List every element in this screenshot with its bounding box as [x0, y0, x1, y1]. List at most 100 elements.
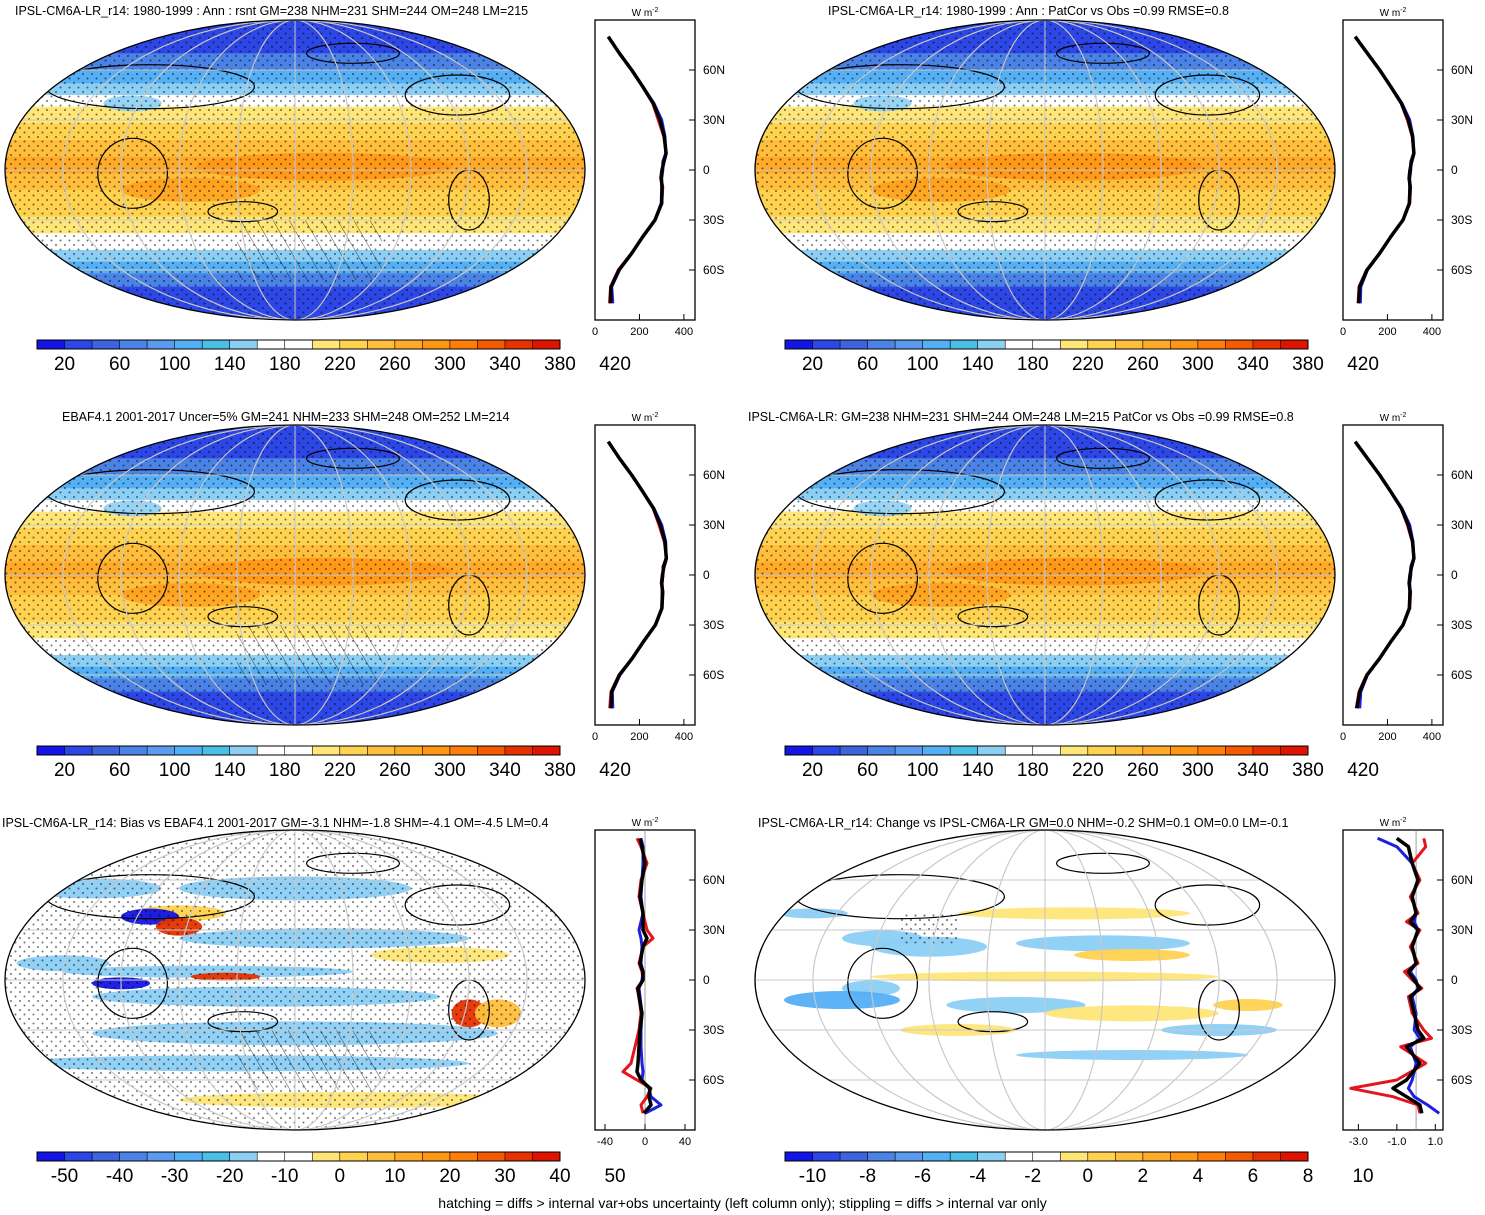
colorbar-box [367, 746, 396, 755]
colorbar-tick-label: 380 [544, 354, 576, 375]
longitude-line [120, 20, 470, 320]
zonal-ytick-label: 30S [703, 1023, 724, 1037]
zonal-unit-label: W m-2 [632, 817, 659, 829]
colorbar-tick-label: 20 [54, 760, 75, 781]
anomaly-region [958, 907, 1190, 920]
longitude-line [236, 830, 354, 1130]
hatching [237, 1030, 382, 1090]
colorbar-box [422, 1152, 451, 1161]
zonal-unit-exponent: -2 [1400, 817, 1406, 824]
colorbar-tick-label: 20 [439, 1166, 460, 1187]
colorbar-tick-label: -30 [161, 1166, 188, 1187]
colorbar-tick-label: 20 [802, 354, 823, 375]
colorbar-box [1005, 340, 1034, 349]
colorbar-tick-label: 380 [1292, 760, 1324, 781]
colorbar-box [785, 746, 813, 755]
longitude-line [928, 425, 1162, 725]
colorbar: -10 -8 -6 -4 -2 0 2 4 6 8 10 [784, 1151, 1374, 1187]
colorbar-box [202, 1152, 230, 1161]
zonal-frame [1342, 19, 1444, 321]
colorbar-box [1170, 746, 1199, 755]
colorbar-box [1087, 746, 1116, 755]
colorbar-box [504, 1152, 533, 1161]
colorbar-tick-label: 2 [1138, 1166, 1149, 1187]
colorbar-tick-label: 380 [544, 760, 576, 781]
colorbar-box [812, 1152, 841, 1161]
colorbar-box [229, 1152, 258, 1161]
colorbar-box [284, 746, 313, 755]
zonal-ytick-label: 60N [1451, 63, 1473, 77]
zonal-xtick-label: 200 [1378, 326, 1396, 338]
colorbar-box [284, 1152, 313, 1161]
colorbar-box [1115, 340, 1144, 349]
zonal-ytick-label: 0 [1451, 568, 1458, 582]
colorbar-tick-label: -20 [216, 1166, 243, 1187]
colorbar-box [1252, 746, 1281, 755]
zonal-ytick-label: 0 [703, 163, 710, 177]
title-bottom-left: IPSL-CM6A-LR_r14: Bias vs EBAF4.1 2001-2… [2, 816, 549, 830]
colorbar-box [119, 1152, 148, 1161]
anomaly-region [1074, 949, 1190, 961]
longitude-line [928, 830, 1162, 1130]
longitude-line [928, 20, 1162, 320]
colorbar-box [174, 746, 203, 755]
longitude-line [178, 830, 412, 1130]
zonal-series-line [1353, 35, 1416, 304]
colorbar-box [977, 746, 1006, 755]
zonal-series-line [1353, 440, 1416, 709]
colorbar-box [449, 340, 478, 349]
zonal-mean-panel: 60N 30N 0 30S 60S 0 200 400 W m-2 [1340, 7, 1473, 338]
stippling [900, 913, 958, 944]
anomaly-region [946, 997, 1086, 1013]
colorbar-box [532, 1152, 561, 1161]
colorbar-box [449, 746, 478, 755]
colorbar-tick-label: 180 [269, 760, 301, 781]
colorbar-tick-label: 100 [159, 354, 191, 375]
colorbar-box [229, 746, 258, 755]
colorbar-box [119, 746, 148, 755]
longitude-line [62, 425, 528, 725]
colorbar-tick-label: -8 [859, 1166, 876, 1187]
colorbar-box [1032, 1152, 1061, 1161]
colorbar-box [449, 1152, 478, 1161]
zonal-mean-panel: 60N 30N 0 30S 60S -40 0 40 W m-2 [594, 817, 725, 1148]
zonal-ytick-label: 30N [1451, 518, 1473, 532]
colorbar-tick-label: -2 [1024, 1166, 1041, 1187]
continent-outline [847, 947, 918, 1019]
colorbar-tick-label: -4 [969, 1166, 986, 1187]
colorbar-box [174, 340, 203, 349]
longitude-line [236, 425, 354, 725]
colorbar-box [64, 1152, 93, 1161]
title-middle-left: EBAF4.1 2001-2017 Uncer=5% GM=241 NHM=23… [62, 410, 510, 424]
longitude-line [870, 830, 1220, 1130]
colorbar-box [394, 746, 423, 755]
colorbar: -50 -40 -30 -20 -10 0 10 20 30 40 50 [36, 1151, 626, 1187]
title-middle-right: IPSL-CM6A-LR: GM=238 NHM=231 SHM=244 OM=… [748, 410, 1294, 424]
colorbar-box [37, 340, 65, 349]
colorbar-box [64, 340, 93, 349]
colorbar-tick-label: 140 [214, 354, 246, 375]
colorbar-box [147, 1152, 175, 1161]
zonal-ytick-label: 30S [1451, 1023, 1472, 1037]
colorbar-box [1280, 746, 1309, 755]
colorbar-box [1142, 340, 1171, 349]
colorbar-tick-label: 340 [489, 760, 521, 781]
colorbar-tick-label: 60 [109, 760, 130, 781]
zonal-ytick-label: 60N [1451, 468, 1473, 482]
zonal-mean-panel: 60N 30N 0 30S 60S 0 200 400 W m-2 [592, 7, 725, 338]
colorbar-tick-label: 20 [802, 760, 823, 781]
world-map [754, 19, 1336, 321]
colorbar-box [977, 340, 1006, 349]
zonal-ytick-label: 30S [703, 213, 724, 227]
colorbar-box [895, 746, 923, 755]
colorbar-tick-label: 340 [1237, 760, 1269, 781]
zonal-frame [594, 424, 696, 726]
colorbar-box [922, 340, 951, 349]
zonal-xtick-label: 400 [1423, 731, 1441, 743]
colorbar-frame [36, 339, 561, 350]
zonal-ytick-label: 60S [1451, 668, 1472, 682]
zonal-unit-exponent: -2 [1400, 412, 1406, 419]
longitude-line [62, 20, 528, 320]
colorbar-box [477, 340, 506, 349]
colorbar-box [1060, 340, 1089, 349]
